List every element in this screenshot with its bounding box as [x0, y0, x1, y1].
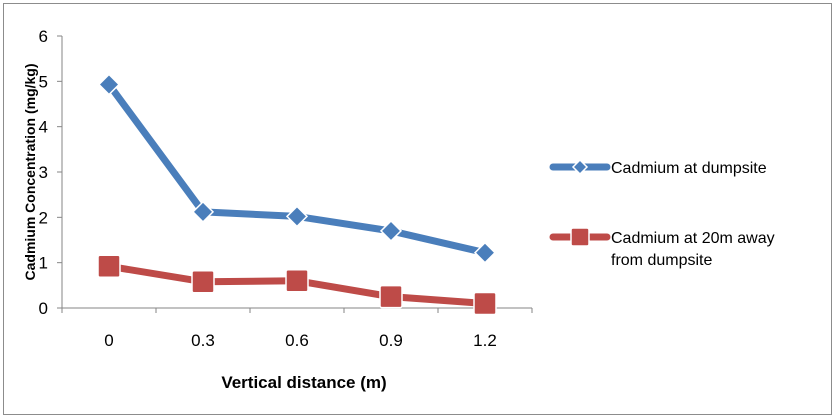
legend-item: Cadmium at dumpsite [549, 158, 767, 177]
legend-label: Cadmium at dumpsite [611, 160, 767, 177]
legend-label: Cadmium at 20m away from dumpsite [611, 230, 775, 269]
data-point [97, 254, 121, 279]
series-2 [97, 254, 497, 316]
series-layer [97, 73, 497, 316]
x-tick-label: 0.3 [191, 331, 215, 350]
y-axis-ticks: 0 1 2 3 4 5 6 [39, 27, 62, 318]
data-point [191, 200, 215, 223]
data-point [379, 284, 403, 309]
chart-frame [3, 3, 832, 415]
legend: Cadmium at dumpsite Cadmium at 20m away fr… [549, 158, 775, 269]
data-point [379, 219, 403, 242]
x-axis-title: Vertical distance (m) [221, 373, 386, 392]
y-tick-label: 1 [39, 254, 48, 273]
data-point [473, 241, 497, 264]
x-tick-label: 0.6 [285, 331, 309, 350]
data-point [285, 205, 309, 228]
data-point [473, 291, 497, 316]
y-tick-label: 5 [39, 72, 48, 91]
y-axis-title: Cadmium Concentration (mg/kg) [22, 63, 38, 280]
data-point [191, 269, 215, 294]
legend-marker [570, 227, 590, 247]
data-point [285, 269, 309, 293]
x-tick-label: 0 [104, 331, 113, 350]
y-tick-label: 6 [39, 27, 48, 46]
y-tick-label: 2 [39, 208, 48, 227]
x-tick-label: 0.9 [379, 331, 403, 350]
x-tick-label: 1.2 [473, 331, 497, 350]
y-tick-label: 3 [39, 163, 48, 182]
legend-marker [571, 158, 589, 176]
data-point [97, 73, 121, 96]
y-tick-label: 0 [39, 299, 48, 318]
y-tick-label: 4 [39, 118, 48, 137]
x-axis-ticks: 0 0.3 0.6 0.9 1.2 [61, 308, 533, 350]
legend-item: Cadmium at 20m away from dumpsite [549, 227, 775, 269]
series-1 [97, 73, 497, 264]
